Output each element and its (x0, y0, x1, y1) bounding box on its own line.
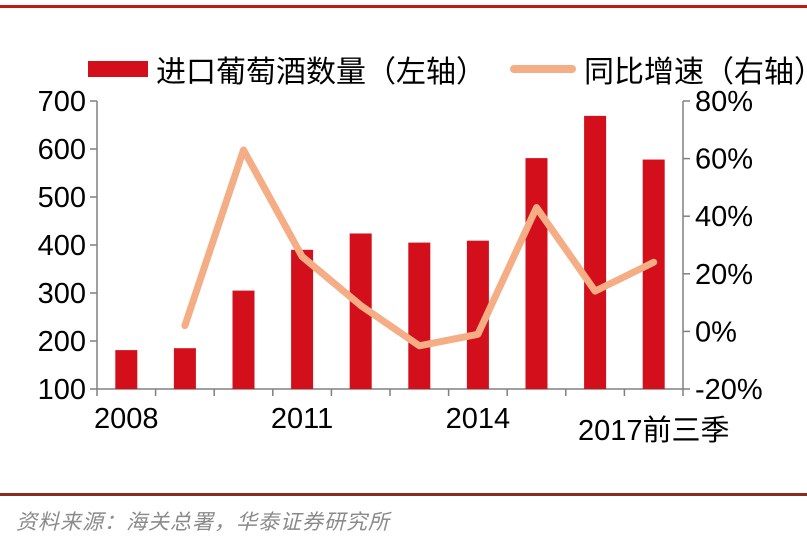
x-axis-label: 2017前三季 (578, 414, 730, 447)
right-axis-label: 40% (695, 201, 753, 233)
growth-line (181, 146, 658, 350)
bar-2011 (291, 249, 314, 389)
left-axis-label: 500 (38, 182, 86, 214)
right-axis-label: 0% (695, 316, 737, 348)
bar-2008 (115, 350, 138, 389)
bar-2013 (408, 242, 431, 389)
bar-2012 (349, 233, 372, 389)
line-series-swatch (510, 65, 576, 73)
bottom-rule (0, 493, 807, 496)
chart-legend: 进口葡萄酒数量（左轴） 同比增速（右轴） (88, 50, 807, 89)
bar-series-swatch (88, 61, 148, 77)
right-axis-label: 80% (695, 86, 753, 118)
x-axis-label: 2008 (94, 403, 159, 435)
bar-2015 (525, 158, 548, 389)
x-axis-label: 2011 (271, 403, 333, 435)
left-axis-label: 100 (38, 374, 86, 406)
bar-2010 (232, 290, 255, 389)
top-rule (0, 5, 807, 8)
bar-2009 (173, 348, 196, 389)
bar-series-label: 进口葡萄酒数量（左轴） (156, 56, 486, 89)
left-axis-label: 400 (38, 230, 86, 262)
source-note: 资料来源：海关总署，华泰证券研究所 (16, 510, 390, 534)
left-axis-label: 300 (38, 278, 86, 310)
right-axis-label: 20% (695, 259, 753, 291)
x-axis-label: 2014 (446, 403, 511, 435)
right-axis-label: -20% (695, 374, 763, 406)
left-axis-label: 200 (38, 326, 86, 358)
left-axis-label: 600 (38, 134, 86, 166)
line-series-label: 同比增速（右轴） (584, 56, 807, 89)
bar-2016 (584, 115, 607, 389)
chart-canvas: 100 200 300 400 500 600 700 -20% 0% 20% 40% 60% 80% 2… (38, 86, 763, 447)
bar-2014 (466, 240, 489, 389)
right-axis-label: 60% (695, 144, 753, 176)
bar-2017前三季 (642, 159, 665, 389)
left-axis-label: 700 (38, 86, 86, 118)
